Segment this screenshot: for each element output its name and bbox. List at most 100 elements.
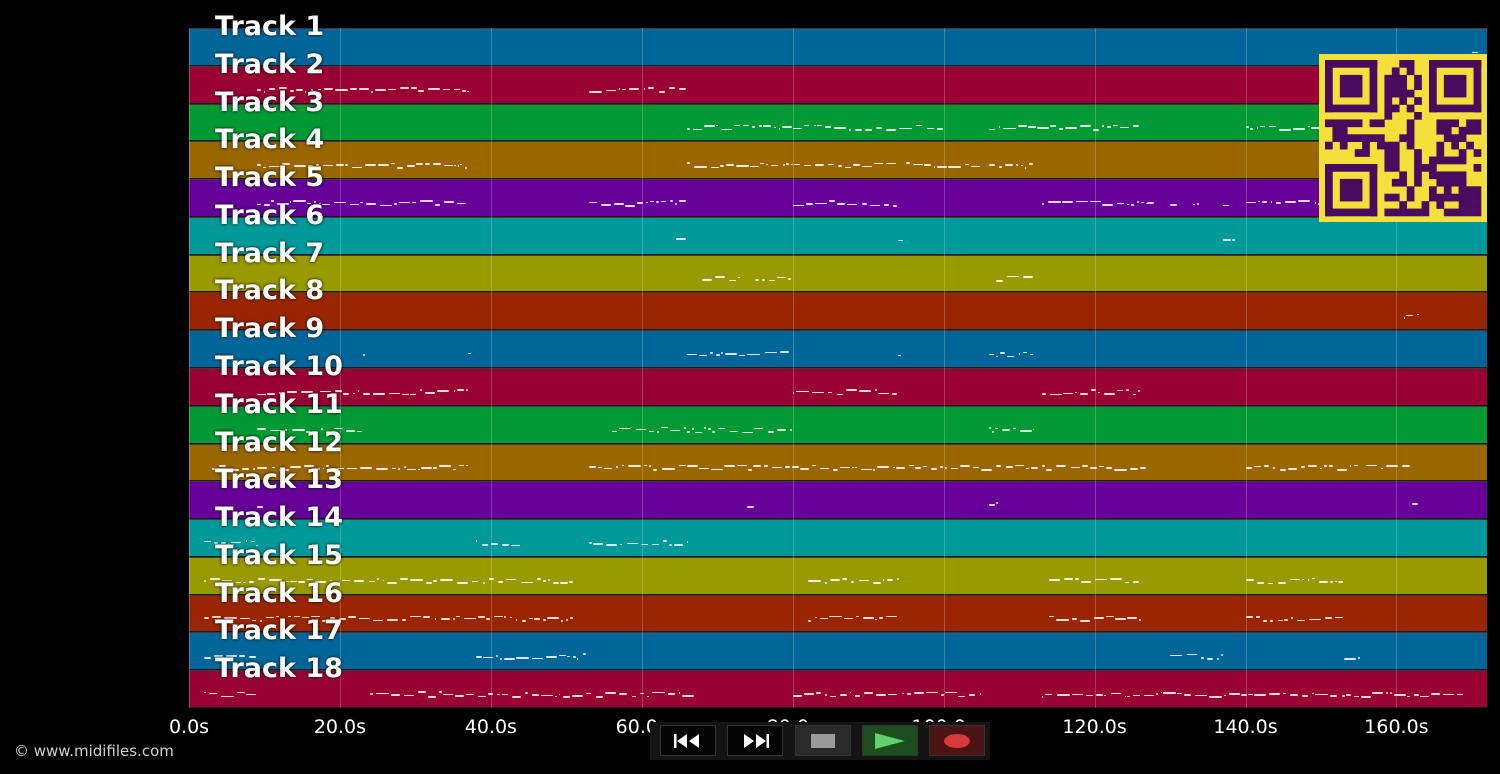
track-lane[interactable] [189, 594, 1487, 633]
midi-note [1106, 126, 1111, 129]
track-lane[interactable] [189, 670, 1487, 708]
track-lane[interactable] [189, 28, 1487, 66]
midi-note [286, 391, 297, 393]
midi-note [909, 464, 914, 467]
midi-note [393, 203, 397, 205]
track-lane[interactable] [189, 368, 1487, 406]
midi-note [442, 88, 450, 91]
stop-button[interactable] [795, 725, 851, 756]
midi-note [704, 125, 716, 127]
play-button[interactable] [862, 725, 918, 756]
midi-note [678, 200, 686, 203]
track-label: Track 4 [215, 124, 325, 156]
midi-note [324, 88, 334, 90]
midi-note [750, 165, 760, 168]
midi-note [759, 125, 762, 127]
track-lane[interactable] [189, 330, 1487, 368]
midi-note [410, 578, 423, 581]
midi-note [436, 390, 450, 392]
midi-note [721, 352, 723, 354]
midi-note [836, 203, 846, 205]
midi-note [777, 276, 786, 279]
midi-note [211, 615, 221, 618]
midi-note [811, 464, 816, 467]
midi-note [838, 165, 843, 167]
midi-note [533, 618, 540, 620]
track-lane[interactable] [189, 481, 1487, 520]
piano-roll-plot[interactable] [189, 28, 1487, 708]
midi-note [842, 578, 847, 580]
midi-note [510, 616, 513, 619]
midi-note [861, 203, 867, 205]
midi-note [1170, 654, 1183, 657]
midi-note [1042, 465, 1045, 467]
track-lane[interactable] [189, 216, 1487, 255]
midi-note [204, 540, 211, 543]
track-lane[interactable] [189, 632, 1487, 671]
track-lane[interactable] [189, 519, 1487, 557]
track-lane[interactable] [189, 556, 1487, 595]
midi-note [1380, 467, 1383, 470]
track-lane[interactable] [189, 405, 1487, 444]
midi-note [824, 694, 828, 696]
midi-note [605, 89, 616, 92]
midi-note [855, 615, 859, 618]
midi-note [399, 577, 408, 580]
record-button[interactable] [929, 725, 985, 756]
midi-note [893, 466, 895, 469]
track-lane[interactable] [189, 179, 1487, 217]
grid-line [792, 28, 794, 708]
rewind-button[interactable] [660, 725, 716, 756]
midi-note [747, 506, 754, 508]
midi-note [1163, 692, 1176, 694]
midi-note [221, 542, 227, 544]
midi-note [466, 464, 468, 467]
stop-icon [811, 733, 835, 748]
midi-note [444, 201, 455, 203]
midi-note [788, 278, 792, 280]
fast-forward-button[interactable] [727, 725, 783, 756]
grid-line [641, 28, 643, 708]
midi-note [256, 544, 258, 547]
track-label: Track 17 [215, 615, 343, 647]
midi-note [268, 88, 275, 90]
midi-note [614, 203, 624, 205]
midi-note [1302, 695, 1309, 697]
midi-note [487, 693, 493, 695]
midi-note [416, 163, 423, 165]
midi-note [1254, 694, 1267, 697]
track-lane[interactable] [189, 254, 1487, 293]
midi-note [570, 616, 573, 619]
midi-note [804, 693, 814, 695]
midi-note [439, 691, 443, 693]
midi-note [353, 580, 365, 582]
track-lane[interactable] [189, 103, 1487, 142]
midi-note [316, 164, 319, 166]
midi-note [648, 465, 652, 467]
midi-note [792, 204, 804, 207]
midi-note [440, 617, 451, 620]
time-tick-label: 0.0s [168, 716, 210, 738]
midi-note [828, 200, 836, 202]
midi-note [246, 693, 256, 696]
midi-note [278, 87, 288, 89]
track-lane[interactable] [189, 65, 1487, 104]
track-lane[interactable] [189, 443, 1487, 482]
midi-note [1403, 317, 1406, 319]
midi-note [684, 427, 687, 429]
midi-note [915, 124, 923, 127]
track-lane[interactable] [189, 292, 1487, 331]
midi-note [343, 393, 350, 395]
track-lane[interactable] [189, 141, 1487, 180]
midi-note [653, 469, 658, 471]
midi-note [905, 162, 911, 164]
midi-note [1160, 691, 1163, 694]
midi-note [310, 615, 321, 618]
copyright-text: © www.midifiles.com [14, 742, 174, 760]
midi-note [237, 691, 245, 694]
midi-note [893, 204, 898, 207]
midi-note [249, 656, 256, 659]
midi-note [1312, 692, 1314, 695]
midi-note [524, 692, 529, 694]
midi-note [926, 691, 939, 694]
